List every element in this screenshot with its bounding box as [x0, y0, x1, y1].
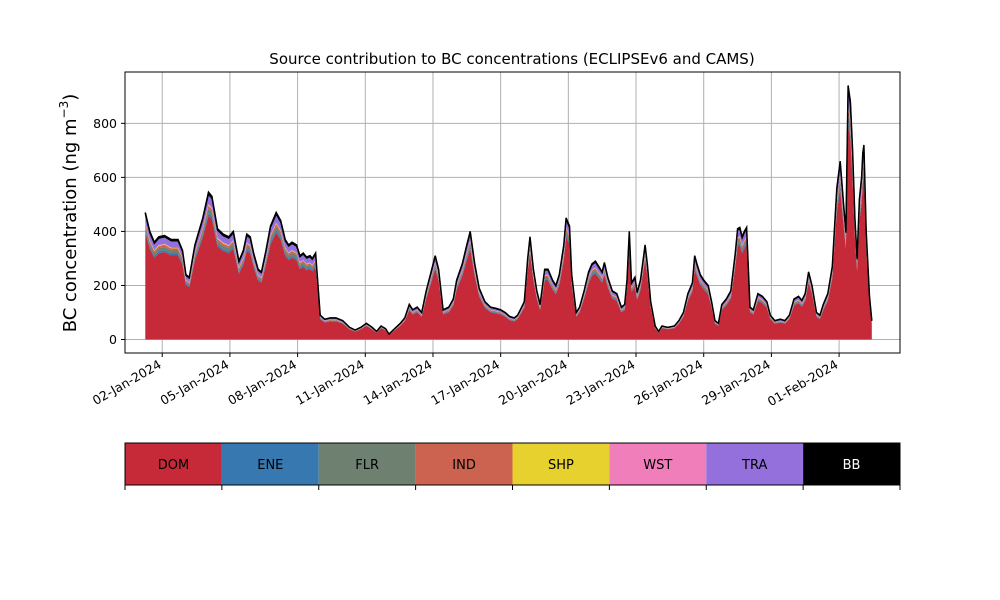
- x-tick-label: 08-Jan-2024: [225, 357, 299, 408]
- legend-label-ind: IND: [452, 458, 476, 473]
- x-tick-label: 29-Jan-2024: [699, 357, 773, 408]
- chart-title: Source contribution to BC concentrations…: [269, 50, 754, 68]
- x-tick-label: 01-Feb-2024: [765, 357, 841, 409]
- legend-colorbar: DOM ENE FLR IND SHP WST TRA BB: [124, 442, 901, 490]
- legend-swatch-wst: [609, 443, 707, 485]
- y-tick-label: 600: [93, 170, 117, 185]
- x-tick-label: 05-Jan-2024: [157, 357, 231, 408]
- legend-label-flr: FLR: [355, 458, 379, 473]
- x-tick-label: 02-Jan-2024: [90, 357, 164, 408]
- x-tick-label: 26-Jan-2024: [631, 357, 705, 408]
- total-outline: [144, 85, 873, 336]
- legend-swatch-dom: [125, 443, 222, 485]
- legend-swatch-ene: [221, 443, 319, 485]
- y-tick-label: 200: [93, 278, 117, 293]
- stacked-areas: [144, 85, 873, 340]
- y-axis-label: BC concentration (ng m−3): [57, 94, 81, 333]
- y-tick-label: 800: [93, 116, 117, 131]
- y-axis-label-exponent: −3: [57, 101, 71, 119]
- plot-frame: [124, 71, 901, 354]
- area-series-dom: [145, 126, 872, 340]
- legend-swatch-shp: [512, 443, 610, 485]
- legend-label-ene: ENE: [257, 458, 283, 473]
- legend-label-dom: DOM: [158, 458, 189, 473]
- legend-label-bb: BB: [843, 458, 861, 473]
- x-tick-label: 17-Jan-2024: [428, 357, 502, 408]
- y-tick-label: 0: [109, 332, 117, 347]
- legend-swatch-ind: [415, 443, 513, 485]
- legend-swatch-flr: [318, 443, 416, 485]
- y-tick-label: 400: [93, 224, 117, 239]
- x-tick-label: 23-Jan-2024: [564, 357, 638, 408]
- legend-label-shp: SHP: [548, 458, 574, 473]
- legend-swatch-bb: [803, 443, 900, 485]
- legend-label-wst: WST: [643, 458, 672, 473]
- x-tick-label: 11-Jan-2024: [293, 357, 367, 408]
- legend-swatch-tra: [706, 443, 804, 485]
- x-tick-label: 14-Jan-2024: [361, 357, 435, 408]
- x-tick-label: 20-Jan-2024: [496, 357, 570, 408]
- legend-label-tra: TRA: [741, 458, 767, 473]
